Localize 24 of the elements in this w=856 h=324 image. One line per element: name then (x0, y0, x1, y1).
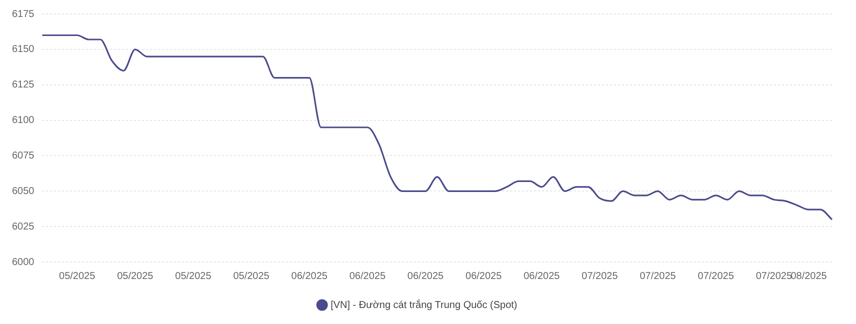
x-tick-label: 05/2025 (233, 270, 270, 282)
x-tick-label: 06/2025 (407, 270, 444, 282)
y-tick-label: 6175 (12, 8, 35, 20)
y-tick-label: 6125 (12, 80, 35, 91)
x-tick-label: 06/2025 (291, 270, 328, 282)
y-tick-label: 6050 (12, 186, 35, 197)
legend-label: [VN] - Đường cát trắng Trung Quốc (Spot) (330, 298, 518, 311)
x-tick-label: 05/2025 (175, 270, 212, 282)
y-tick-label: 6150 (12, 44, 35, 56)
x-tick-label: 07/2025 (698, 270, 734, 282)
x-tick-label: 06/2025 (466, 270, 502, 282)
x-tick-label: 07/2025 (756, 270, 792, 282)
x-tick-label: 05/2025 (117, 270, 154, 282)
line-series (41, 34, 833, 220)
x-tick-label: 06/2025 (524, 270, 560, 282)
y-tick-label: 6000 (12, 256, 35, 268)
x-tick-label: 07/2025 (582, 270, 618, 282)
y-tick-label: 6025 (12, 221, 35, 232)
x-tick-label: 05/2025 (59, 270, 96, 282)
x-tick-label: 06/2025 (349, 270, 386, 282)
x-tick-label: 08/2025 (790, 270, 828, 282)
y-tick-label: 6075 (12, 150, 35, 162)
x-tick-label: 07/2025 (640, 270, 676, 282)
y-tick-label: 6100 (12, 115, 35, 126)
